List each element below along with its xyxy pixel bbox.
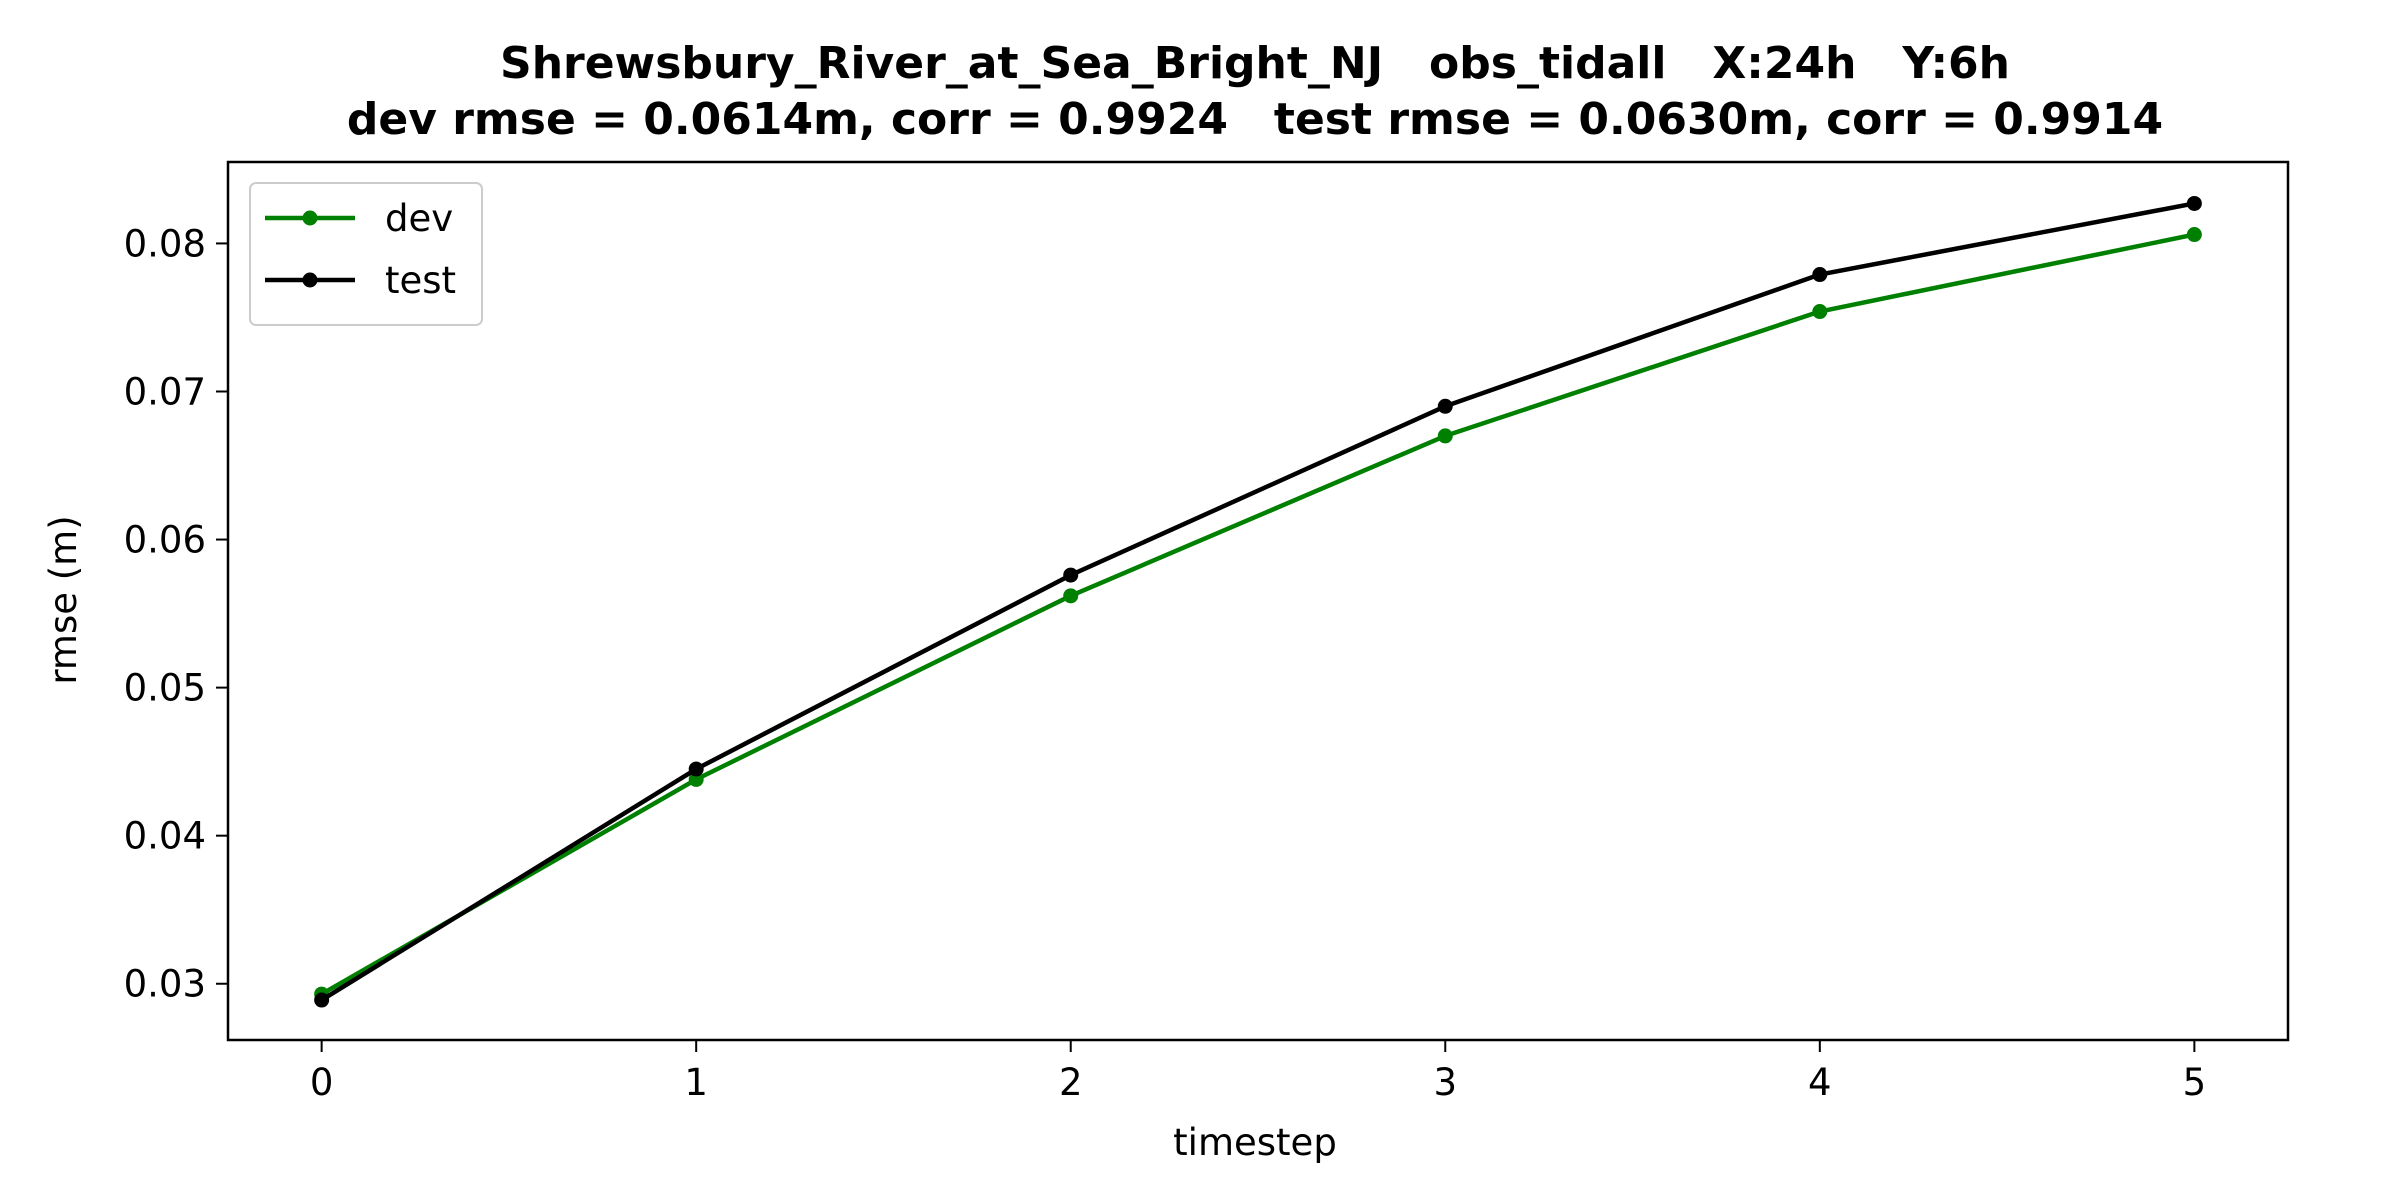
series-line-test	[320, 201, 2195, 1002]
legend-label-test: test	[385, 259, 456, 302]
plot-area: 0 1 2 3 4 5 0.03 0.04 0.05 0.06 0.07 0.08	[124, 160, 2290, 1104]
y-tick-label: 0.04	[124, 815, 206, 858]
plot-frame	[226, 160, 2290, 1042]
series-line-dev	[320, 232, 2195, 997]
y-tick-label: 0.05	[124, 667, 206, 710]
data-point-dev	[2186, 227, 2202, 243]
y-tick-label: 0.06	[124, 519, 206, 562]
y-tick-label: 0.08	[124, 222, 206, 265]
data-point-test	[1437, 398, 1453, 414]
data-point-test	[314, 992, 330, 1008]
legend-marker-test	[302, 272, 318, 288]
data-point-dev	[688, 771, 704, 787]
data-point-dev	[1063, 588, 1079, 604]
y-tick-label: 0.03	[124, 963, 206, 1006]
y-axis-label: rmse (m)	[42, 515, 85, 684]
x-tick-label: 0	[310, 1061, 334, 1104]
x-tick-label: 4	[1808, 1061, 1832, 1104]
data-point-test	[1063, 567, 1079, 583]
legend: dev test	[249, 182, 483, 326]
x-tick-label: 3	[1433, 1061, 1457, 1104]
data-point-dev	[1437, 428, 1453, 444]
data-point-test	[1812, 267, 1828, 283]
y-tick-label: 0.07	[124, 370, 206, 413]
data-point-dev	[1812, 304, 1828, 320]
x-tick-label: 5	[2183, 1061, 2207, 1104]
chart-subtitle: dev rmse = 0.0614m, corr = 0.9924 test r…	[347, 94, 2163, 145]
data-point-test	[688, 761, 704, 777]
legend-label-dev: dev	[385, 197, 453, 240]
x-tick-label: 1	[684, 1061, 708, 1104]
x-axis-label: timestep	[1173, 1121, 1337, 1164]
chart-title: Shrewsbury_River_at_Sea_Bright_NJ obs_ti…	[500, 38, 2010, 89]
legend-marker-dev	[302, 210, 318, 226]
x-tick-label: 2	[1059, 1061, 1083, 1104]
data-point-test	[2186, 195, 2202, 211]
